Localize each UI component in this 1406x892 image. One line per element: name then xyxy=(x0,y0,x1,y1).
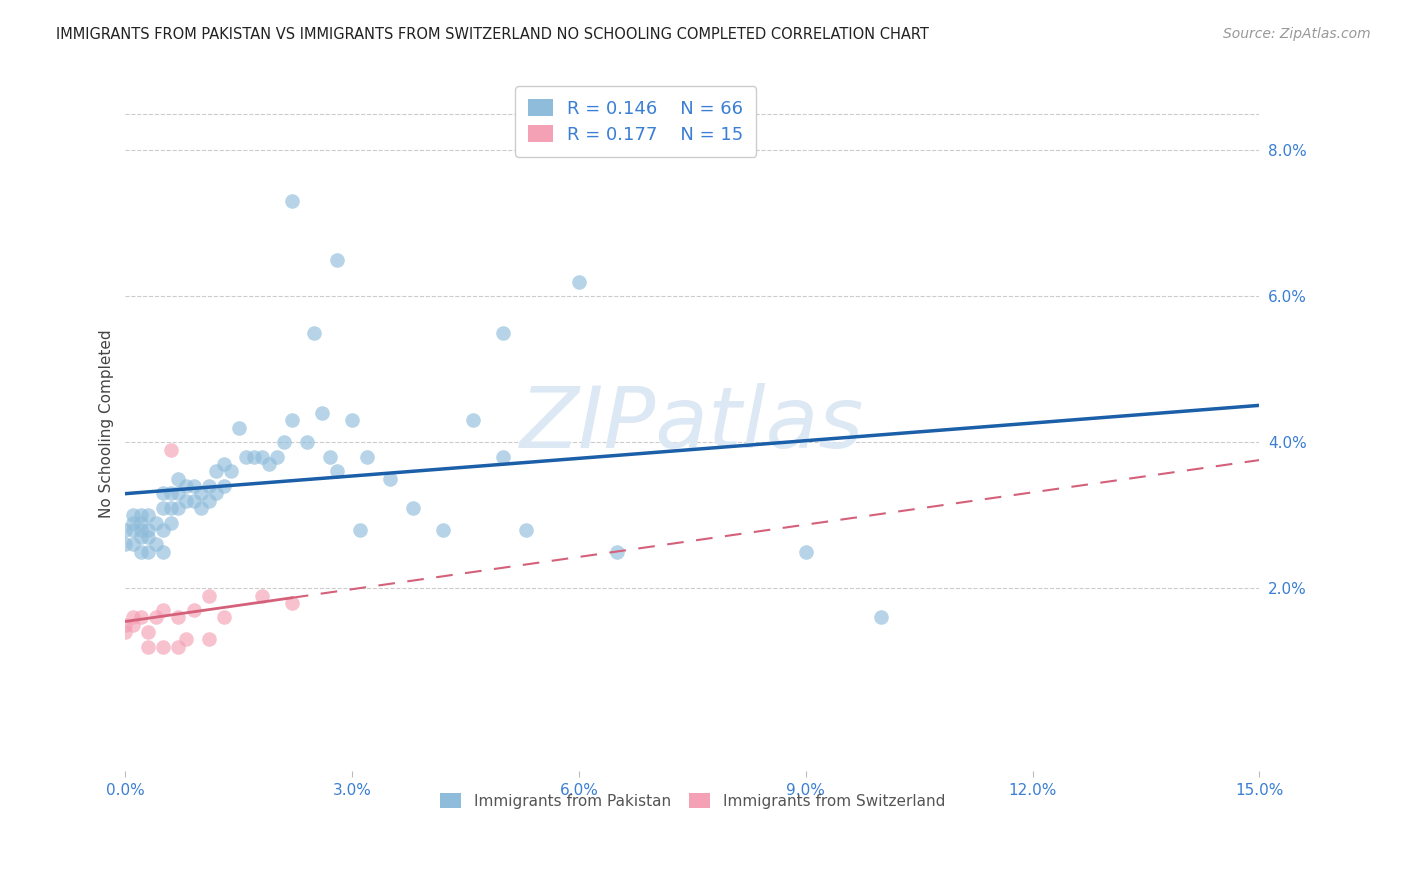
Point xyxy=(606,545,628,559)
Point xyxy=(228,420,250,434)
Point xyxy=(167,500,190,515)
Point xyxy=(318,450,340,464)
Point xyxy=(145,610,167,624)
Point xyxy=(122,537,145,551)
Point xyxy=(356,450,378,464)
Point xyxy=(152,640,174,654)
Point xyxy=(295,435,318,450)
Point xyxy=(281,194,304,209)
Point xyxy=(114,537,136,551)
Point xyxy=(463,413,485,427)
Point xyxy=(145,516,167,530)
Point xyxy=(114,523,136,537)
Point xyxy=(152,486,174,500)
Point xyxy=(221,465,243,479)
Point xyxy=(145,537,167,551)
Point xyxy=(273,435,295,450)
Point xyxy=(174,493,197,508)
Point xyxy=(205,465,228,479)
Point xyxy=(160,516,183,530)
Point xyxy=(160,442,183,457)
Point xyxy=(235,450,257,464)
Point xyxy=(212,457,235,471)
Y-axis label: No Schooling Completed: No Schooling Completed xyxy=(100,330,114,518)
Point xyxy=(568,275,591,289)
Point xyxy=(152,603,174,617)
Point xyxy=(167,640,190,654)
Point xyxy=(129,530,152,544)
Point xyxy=(515,523,537,537)
Point xyxy=(122,523,145,537)
Point xyxy=(257,457,280,471)
Point xyxy=(129,610,152,624)
Point xyxy=(129,508,152,523)
Point xyxy=(197,632,219,647)
Point xyxy=(136,545,159,559)
Point xyxy=(311,406,333,420)
Point xyxy=(190,500,212,515)
Point xyxy=(266,450,288,464)
Point xyxy=(136,625,159,640)
Point xyxy=(122,617,145,632)
Point xyxy=(250,450,273,464)
Point xyxy=(190,486,212,500)
Point xyxy=(160,486,183,500)
Point xyxy=(281,596,304,610)
Point xyxy=(197,479,219,493)
Point xyxy=(183,493,205,508)
Point xyxy=(152,500,174,515)
Point xyxy=(136,523,159,537)
Point xyxy=(122,516,145,530)
Point xyxy=(304,326,326,340)
Point xyxy=(160,500,183,515)
Point xyxy=(152,545,174,559)
Point xyxy=(349,523,371,537)
Text: Source: ZipAtlas.com: Source: ZipAtlas.com xyxy=(1223,27,1371,41)
Point xyxy=(136,640,159,654)
Point xyxy=(212,610,235,624)
Point xyxy=(183,479,205,493)
Point xyxy=(794,545,817,559)
Point xyxy=(326,465,349,479)
Point xyxy=(870,610,893,624)
Point xyxy=(114,625,136,640)
Point xyxy=(136,508,159,523)
Point xyxy=(378,472,401,486)
Point xyxy=(167,472,190,486)
Point xyxy=(402,500,425,515)
Point xyxy=(197,493,219,508)
Point xyxy=(114,617,136,632)
Point xyxy=(281,413,304,427)
Point xyxy=(212,479,235,493)
Point xyxy=(197,589,219,603)
Point xyxy=(152,523,174,537)
Text: ZIPatlas: ZIPatlas xyxy=(520,383,865,466)
Point xyxy=(167,610,190,624)
Point xyxy=(174,479,197,493)
Legend: Immigrants from Pakistan, Immigrants from Switzerland: Immigrants from Pakistan, Immigrants fro… xyxy=(434,788,950,815)
Point xyxy=(492,450,515,464)
Point xyxy=(122,610,145,624)
Point xyxy=(250,589,273,603)
Point xyxy=(342,413,364,427)
Point xyxy=(129,523,152,537)
Text: IMMIGRANTS FROM PAKISTAN VS IMMIGRANTS FROM SWITZERLAND NO SCHOOLING COMPLETED C: IMMIGRANTS FROM PAKISTAN VS IMMIGRANTS F… xyxy=(56,27,929,42)
Point xyxy=(174,632,197,647)
Point xyxy=(136,530,159,544)
Point xyxy=(432,523,454,537)
Point xyxy=(129,545,152,559)
Point xyxy=(492,326,515,340)
Point xyxy=(243,450,266,464)
Point xyxy=(129,516,152,530)
Point xyxy=(122,508,145,523)
Point xyxy=(326,252,349,267)
Point xyxy=(183,603,205,617)
Point xyxy=(205,486,228,500)
Point xyxy=(167,486,190,500)
